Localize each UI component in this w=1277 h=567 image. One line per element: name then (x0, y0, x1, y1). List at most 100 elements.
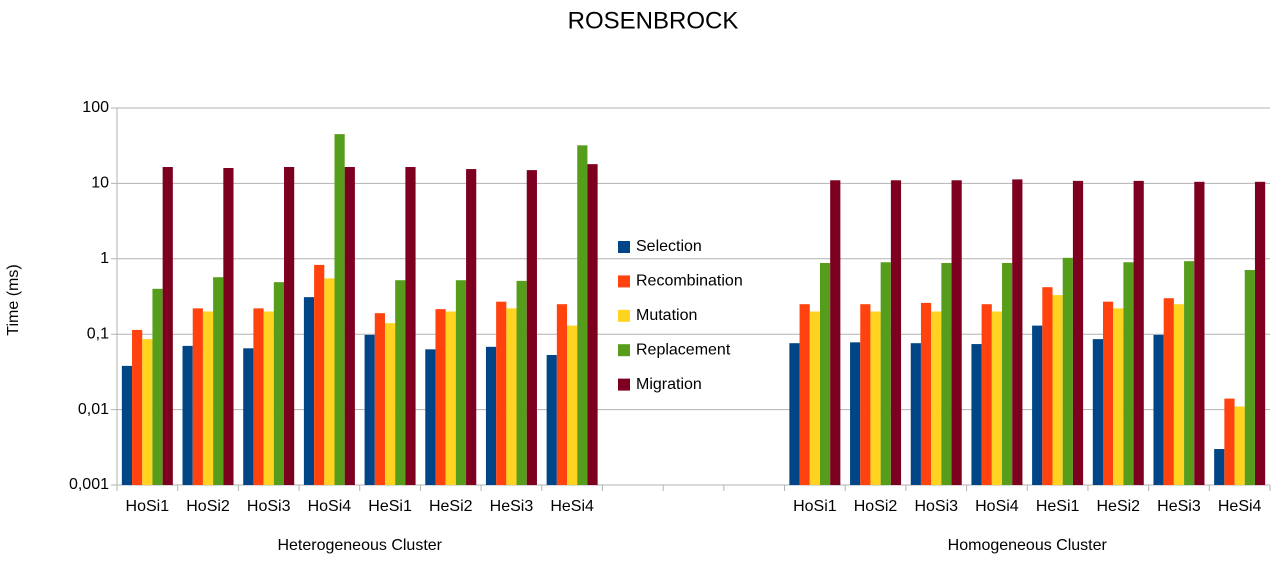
bar (162, 167, 173, 485)
chart-title: ROSENBROCK (568, 7, 739, 34)
x-tick-label: HeSi2 (429, 498, 473, 515)
bar (819, 262, 831, 485)
bar (1042, 287, 1053, 485)
bar (303, 297, 315, 485)
bar (344, 167, 355, 485)
bar (880, 262, 891, 485)
bar (496, 301, 507, 485)
bar (202, 311, 214, 485)
bar (587, 164, 598, 485)
bar (263, 311, 274, 485)
bar (455, 280, 467, 485)
legend-label: Mutation (636, 307, 697, 324)
y-tick-label: 100 (82, 99, 109, 116)
bar (314, 264, 325, 485)
bar (567, 325, 578, 485)
bar (850, 342, 861, 485)
bar (132, 329, 143, 485)
y-tick-label: 0,001 (69, 476, 109, 493)
bar (577, 145, 588, 485)
bar (334, 134, 345, 486)
bar (1173, 304, 1185, 485)
bar (1123, 262, 1134, 485)
bar (931, 311, 942, 485)
y-tick-label: 1 (100, 250, 109, 267)
bar (506, 308, 517, 485)
bar (273, 282, 285, 485)
bar (374, 313, 385, 485)
bar (445, 311, 456, 485)
bar (890, 180, 902, 485)
legend-label: Recombination (636, 273, 743, 290)
bar (941, 262, 952, 485)
y-axis-title: Time (ms) (5, 264, 22, 335)
bar (253, 308, 264, 485)
bar (192, 308, 203, 485)
bar (384, 323, 396, 485)
x-tick-label: HoSi2 (186, 498, 230, 515)
bar (405, 167, 416, 485)
bar (1032, 325, 1043, 485)
bar (1102, 301, 1114, 485)
bar (1214, 449, 1225, 485)
bar (425, 349, 436, 485)
bar (324, 278, 335, 485)
bar (1052, 295, 1063, 485)
bar (1002, 262, 1013, 485)
bar (1092, 339, 1103, 485)
x-tick-label: HeSi3 (490, 498, 534, 515)
bar (121, 365, 133, 485)
bar (1113, 308, 1124, 485)
x-tick-label: HeSi4 (550, 498, 594, 515)
x-tick-label: HeSi1 (1036, 498, 1080, 515)
legend-label: Replacement (636, 341, 731, 358)
bar (546, 354, 557, 485)
bar (466, 169, 477, 485)
bar (1254, 181, 1266, 486)
bar (152, 288, 163, 485)
bar (789, 343, 800, 485)
x-tick-label: HeSi1 (368, 498, 412, 515)
group-label: Homogeneous Cluster (948, 537, 1108, 554)
bar (284, 167, 295, 485)
x-tick-label: HeSi3 (1157, 498, 1201, 515)
bar (1133, 180, 1144, 485)
x-tick-label: HoSi4 (975, 498, 1019, 515)
legend-swatch (618, 378, 630, 391)
bar (1012, 179, 1023, 485)
bar (213, 277, 224, 485)
bar (485, 346, 497, 485)
bar (516, 280, 527, 485)
legend-swatch (618, 344, 630, 357)
x-tick-label: HeSi4 (1218, 498, 1262, 515)
bar (1184, 261, 1195, 485)
bar (1072, 180, 1084, 485)
bar (1194, 181, 1205, 486)
bar (1234, 406, 1245, 485)
bar (526, 170, 537, 485)
bar (1224, 398, 1235, 485)
bar (556, 304, 568, 485)
x-tick-label: HoSi3 (247, 498, 291, 515)
bar (981, 304, 992, 485)
bar (830, 180, 841, 485)
bar (364, 334, 375, 485)
bar (1062, 257, 1073, 485)
bar (920, 302, 932, 485)
y-tick-label: 0,1 (87, 325, 109, 342)
x-tick-label: HoSi1 (126, 498, 170, 515)
bar (991, 311, 1003, 485)
bar (809, 311, 820, 485)
bar (971, 344, 982, 485)
legend-swatch (618, 275, 630, 288)
bar (1163, 298, 1174, 485)
legend-label: Selection (636, 238, 702, 255)
bar (860, 304, 871, 485)
x-tick-label: HoSi3 (914, 498, 958, 515)
y-tick-label: 10 (91, 175, 109, 192)
x-tick-label: HeSi2 (1097, 498, 1141, 515)
group-label: Heterogeneous Cluster (277, 537, 442, 554)
bar (910, 343, 921, 485)
legend-swatch (618, 309, 630, 322)
